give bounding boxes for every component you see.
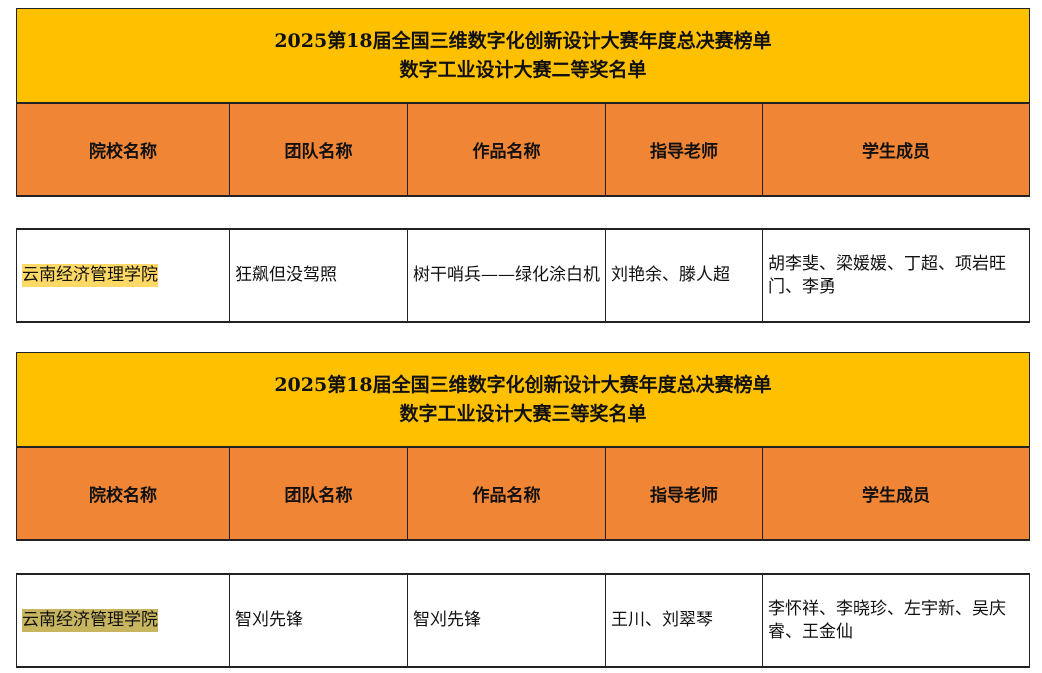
header-work: 作品名称 [407,104,605,195]
table-row: 云南经济管理学院 狂飙但没驾照 树干哨兵——绿化涂白机 刘艳余、滕人超 胡李斐、… [16,228,1030,323]
school-name: 云南经济管理学院 [22,264,158,287]
cell-work: 树干哨兵——绿化涂白机 [407,230,605,321]
title-line-1: 2025第18届全国三维数字化创新设计大赛年度总决赛榜单 [274,29,772,52]
header-school: 院校名称 [16,448,229,539]
title-line-2: 数字工业设计大赛三等奖名单 [399,402,647,425]
cell-team: 狂飙但没驾照 [229,230,407,321]
school-name: 云南经济管理学院 [22,609,158,632]
header-school: 院校名称 [16,104,229,195]
header-advisors: 指导老师 [605,448,762,539]
cell-advisors: 王川、刘翠琴 [605,575,762,666]
table-row: 云南经济管理学院 智刈先锋 智刈先锋 王川、刘翠琴 李怀祥、李晓珍、左宇新、吴庆… [16,573,1030,668]
cell-work: 智刈先锋 [407,575,605,666]
cell-school: 云南经济管理学院 [16,575,229,666]
cell-school: 云南经济管理学院 [16,230,229,321]
cell-members: 胡李斐、梁媛媛、丁超、项岩旺门、李勇 [762,230,1030,321]
header-team: 团队名称 [229,448,407,539]
table-header: 院校名称 团队名称 作品名称 指导老师 学生成员 [16,102,1030,197]
cell-team: 智刈先锋 [229,575,407,666]
cell-advisors: 刘艳余、滕人超 [605,230,762,321]
header-members: 学生成员 [762,448,1030,539]
header-work: 作品名称 [407,448,605,539]
title-line-2: 数字工业设计大赛二等奖名单 [399,58,647,81]
header-members: 学生成员 [762,104,1030,195]
title-line-1: 2025第18届全国三维数字化创新设计大赛年度总决赛榜单 [274,373,772,396]
cell-members: 李怀祥、李晓珍、左宇新、吴庆睿、王金仙 [762,575,1030,666]
section-title: 2025第18届全国三维数字化创新设计大赛年度总决赛榜单 数字工业设计大赛二等奖… [16,8,1030,103]
header-team: 团队名称 [229,104,407,195]
table-header: 院校名称 团队名称 作品名称 指导老师 学生成员 [16,446,1030,541]
section-title: 2025第18届全国三维数字化创新设计大赛年度总决赛榜单 数字工业设计大赛三等奖… [16,352,1030,447]
header-advisors: 指导老师 [605,104,762,195]
